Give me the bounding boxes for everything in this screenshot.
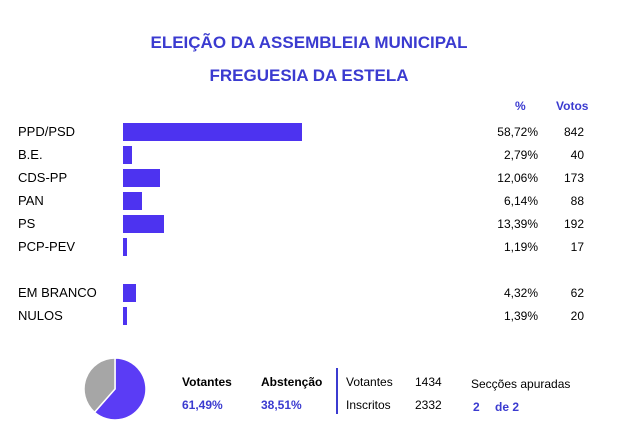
pct-column-header: %: [515, 99, 526, 113]
bar-ppd-psd: [123, 123, 302, 141]
bar-ps: [123, 215, 164, 233]
chart-subtitle: FREGUESIA DA ESTELA: [209, 66, 409, 85]
bar-pcp-pev: [123, 238, 127, 256]
row-label-pcp-pev: PCP-PEV: [18, 239, 76, 254]
pie-slice-absten-o: [83, 357, 116, 414]
votes-column-header: Votos: [556, 99, 589, 113]
votantes-label: Votantes: [182, 375, 232, 389]
votes-b-e: 40: [570, 148, 584, 162]
row-label-cds-pp: CDS-PP: [18, 170, 68, 185]
votes-cds-pp: 173: [563, 171, 584, 185]
bar-nulos: [123, 307, 128, 325]
votantes-count-label: Votantes: [346, 375, 393, 389]
inscritos-count: 2332: [415, 398, 442, 412]
pct-nulos: 1,39%: [503, 309, 538, 323]
bar-cds-pp: [123, 169, 160, 187]
row-label-pan: PAN: [18, 193, 44, 208]
abstencao-label: Abstenção: [261, 375, 323, 389]
votes-ppd-psd: 842: [563, 125, 584, 139]
seccoes-done: 2: [473, 400, 480, 414]
pct-pcp-pev: 1,19%: [503, 240, 538, 254]
votes-nulos: 20: [570, 309, 584, 323]
pct-ps: 13,39%: [497, 217, 538, 231]
votes-pan: 88: [570, 194, 584, 208]
seccoes-label: Secções apuradas: [471, 377, 571, 391]
pct-ppd-psd: 58,72%: [497, 125, 538, 139]
votes-ps: 192: [563, 217, 584, 231]
votantes-count: 1434: [415, 375, 442, 389]
abstencao-pct: 38,51%: [261, 398, 302, 412]
inscritos-label: Inscritos: [346, 398, 391, 412]
votes-em-branco: 62: [570, 286, 584, 300]
pct-cds-pp: 12,06%: [497, 171, 538, 185]
votantes-pct: 61,49%: [182, 398, 223, 412]
bar-b-e: [123, 146, 132, 164]
row-label-ppd-psd: PPD/PSD: [18, 124, 76, 139]
row-label-b-e: B.E.: [18, 147, 43, 162]
row-label-ps: PS: [18, 216, 36, 231]
votes-pcp-pev: 17: [570, 240, 584, 254]
pct-pan: 6,14%: [503, 194, 538, 208]
pie-slice-votantes: [93, 357, 147, 421]
turnout-pie-chart: [83, 357, 147, 421]
seccoes-total: de 2: [495, 400, 520, 414]
bar-em-branco: [123, 284, 137, 302]
chart-title: ELEIÇÃO DA ASSEMBLEIA MUNICIPAL: [150, 33, 468, 52]
bar-pan: [123, 192, 142, 210]
pct-em-branco: 4,32%: [503, 286, 538, 300]
footer-divider: [336, 368, 338, 414]
row-label-nulos: NULOS: [18, 308, 63, 323]
pct-b-e: 2,79%: [503, 148, 538, 162]
row-label-em-branco: EM BRANCO: [18, 285, 97, 300]
